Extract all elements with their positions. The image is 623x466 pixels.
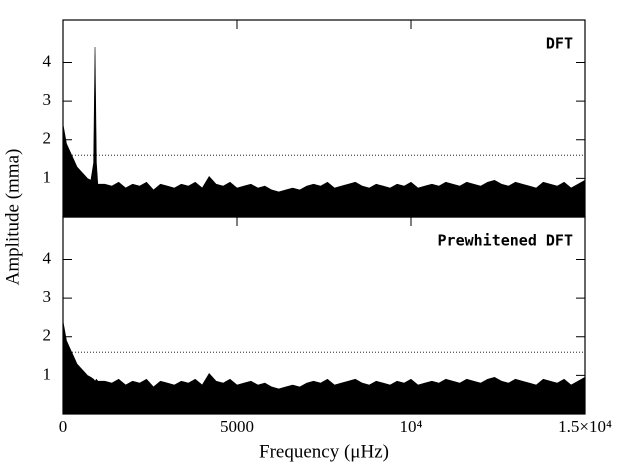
y-tick-label: 4	[43, 248, 52, 267]
y-tick-label: 3	[43, 90, 52, 109]
y-tick-label: 2	[43, 326, 52, 345]
panel-label: Prewhitened DFT	[438, 232, 573, 250]
x-tick-label: 5000	[220, 417, 254, 436]
panel-label: DFT	[546, 35, 573, 53]
x-tick-label: 1.5×10⁴	[558, 417, 612, 436]
y-tick-label: 1	[43, 167, 52, 186]
y-tick-label: 1	[43, 364, 52, 383]
y-axis-title: Amplitude (mma)	[2, 149, 23, 286]
spectrum	[62, 321, 586, 415]
panel-frame	[62, 216, 586, 415]
x-tick-label: 10⁴	[400, 417, 423, 436]
x-tick-label: 0	[59, 417, 68, 436]
y-tick-label: 3	[43, 287, 52, 306]
x-axis-title: Frequency (μHz)	[259, 441, 389, 462]
spectrum	[62, 47, 586, 218]
y-tick-label: 2	[43, 129, 52, 148]
y-tick-label: 4	[43, 51, 52, 70]
